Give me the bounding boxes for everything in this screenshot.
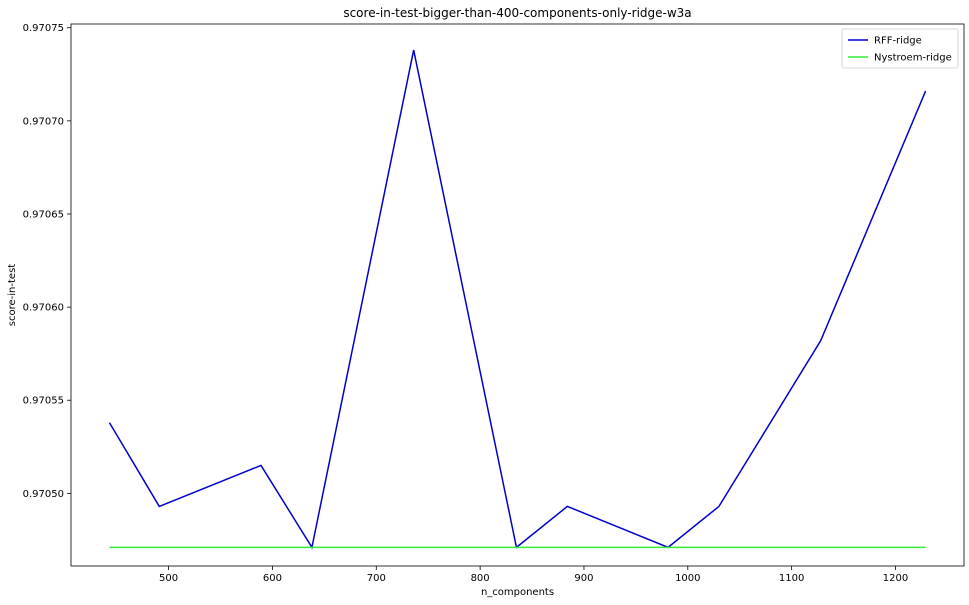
- x-tick-label: 900: [574, 573, 593, 584]
- x-tick-label: 600: [263, 573, 282, 584]
- y-axis-label: score-in-test: [7, 264, 18, 326]
- y-axis: 0.97050 0.97055 0.97060 0.97065 0.97070 0.970…: [23, 23, 71, 500]
- y-tick-label: 0.97065: [23, 209, 64, 220]
- legend-label-1: Nystroem-ridge: [874, 53, 952, 64]
- legend-label-0: RFF-ridge: [874, 36, 922, 47]
- y-tick-label: 0.97070: [23, 116, 64, 127]
- y-tick-label: 0.97055: [23, 396, 64, 407]
- x-tick-label: 700: [367, 573, 386, 584]
- plot-area: [70, 23, 965, 567]
- y-tick-label: 0.97050: [23, 489, 64, 500]
- y-tick-label: 0.97060: [23, 303, 64, 314]
- x-tick-label: 1200: [883, 573, 908, 584]
- x-tick-label: 1000: [675, 573, 700, 584]
- series-line-0: [108, 49, 927, 550]
- series-layer: [108, 49, 927, 550]
- legend: RFF-ridge Nystroem-ridge: [841, 28, 959, 69]
- chart-title: score-in-test-bigger-than-400-components…: [343, 6, 691, 20]
- legend-box: [841, 28, 959, 69]
- x-axis: 500 600 700 800 900 1000 1100 1200: [159, 566, 908, 584]
- x-tick-label: 500: [159, 573, 178, 584]
- x-axis-label: n_components: [481, 587, 554, 598]
- y-tick-label: 0.97075: [23, 23, 64, 34]
- x-tick-label: 1100: [779, 573, 804, 584]
- x-tick-label: 800: [471, 573, 490, 584]
